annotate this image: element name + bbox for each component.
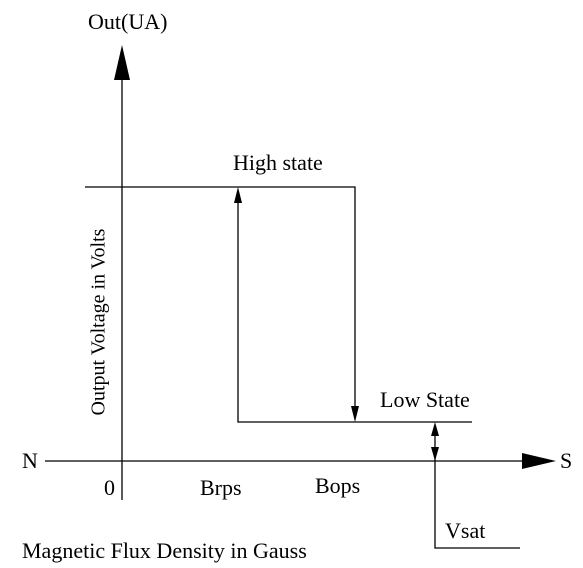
down-arrow bbox=[351, 406, 359, 422]
vsat-arrow-up bbox=[431, 422, 439, 436]
origin-label: 0 bbox=[104, 475, 115, 500]
y-axis-label: Out(UA) bbox=[88, 9, 167, 34]
n-label: N bbox=[22, 448, 38, 473]
vsat-arrow-down bbox=[431, 447, 439, 461]
low-label: Low State bbox=[380, 387, 470, 412]
up-arrow bbox=[234, 187, 242, 203]
vsat-line bbox=[434, 428, 520, 549]
brps-label: Brps bbox=[200, 475, 242, 500]
low-line bbox=[237, 194, 472, 423]
s-label: S bbox=[560, 448, 572, 473]
rotated-label: Output Voltage in Volts bbox=[88, 228, 110, 415]
bops-label: Bops bbox=[315, 473, 360, 498]
vsat-label: Vsat bbox=[445, 518, 485, 543]
x-arrow bbox=[522, 453, 556, 469]
high-label: High state bbox=[233, 150, 323, 175]
y-arrow bbox=[114, 45, 130, 80]
high-line bbox=[85, 186, 356, 415]
x-axis-title: Magnetic Flux Density in Gauss bbox=[22, 538, 307, 563]
